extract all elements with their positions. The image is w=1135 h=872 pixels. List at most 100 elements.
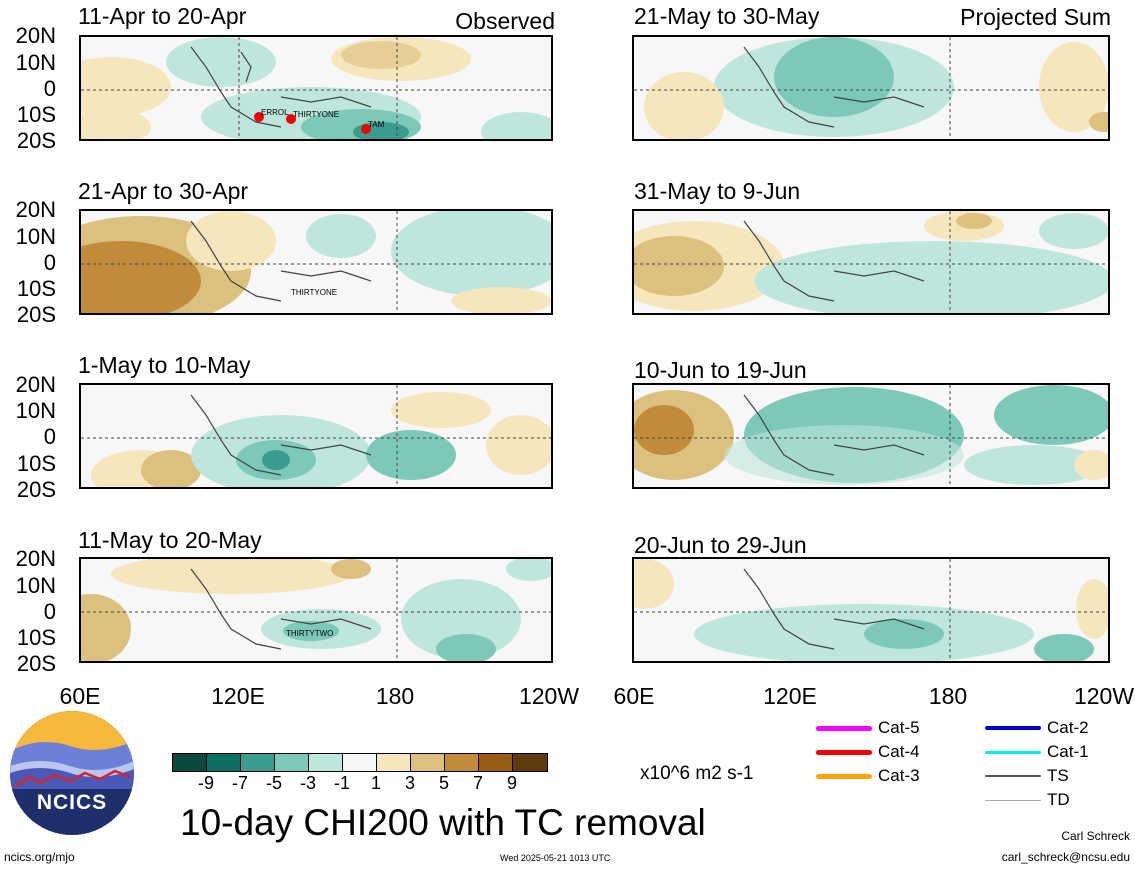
panel-1-title: 11-Apr to 20-Apr [78,3,247,29]
ncics-logo: NCICS [10,711,134,835]
map-panel-5 [632,35,1110,141]
colorbar-tick: -9 [197,773,215,793]
map-panel-8 [632,557,1110,663]
map-panel-6 [632,209,1110,315]
map-panel-7 [632,383,1110,489]
author-email[interactable]: carl_schreck@ncsu.edu [1001,850,1130,864]
colorbar-swatch [513,754,547,771]
lat-10s: 10S [16,625,56,650]
storm-label: ERROL [261,108,289,117]
colorbar-swatch [241,754,275,771]
logo-text: NCICS [36,791,108,814]
colorbar-tick: -7 [231,773,249,793]
map-panel-1: ERROL THIRTYONE TAM [79,35,553,141]
lat-20s: 20S [16,651,56,676]
legend-label: Cat-4 [878,742,920,761]
panel-7-title: 10-Jun to 19-Jun [634,357,807,383]
storm-label: TAM [368,120,385,129]
lon-120e: 120E [211,683,265,709]
legend-cat5: Cat-5 [816,718,920,738]
colorbar-swatch [309,754,343,771]
lat-20n: 20N [15,197,56,222]
panel-5-title: 21-May to 30-May [634,3,820,29]
projected-sum-label: Projected Sum [960,4,1111,30]
lat-20s: 20S [16,302,56,327]
site-link[interactable]: ncics.org/mjo [4,850,75,864]
colorbar-units: x10^6 m2 s-1 [640,763,754,784]
panel-4-title: 11-May to 20-May [78,527,262,553]
legend-swatch [985,775,1041,777]
lat-20s: 20S [16,128,56,153]
colorbar-swatch [377,754,411,771]
lat-10s: 10S [16,102,56,127]
colorbar-swatch [479,754,513,771]
legend-td: TD [985,790,1070,810]
colorbar-swatch [343,754,377,771]
legend-label: Cat-1 [1047,742,1089,761]
lat-10n: 10N [15,573,56,598]
legend-swatch [816,749,872,755]
legend-swatch [985,726,1041,730]
map-panel-4: THIRTYTWO [79,557,553,663]
map-panel-3 [79,383,553,489]
colorbar-tick: 7 [472,773,484,793]
storm-label: THIRTYONE [291,288,337,297]
panel-2-title: 21-Apr to 30-Apr [78,178,249,204]
lat-0: 0 [43,76,56,101]
legend-cat4: Cat-4 [816,742,920,762]
legend-ts: TS [985,766,1069,786]
lat-10s: 10S [16,451,56,476]
storm-label: THIRTYTWO [286,629,333,638]
lon-60e: 60E [613,683,655,709]
lon-60e: 60E [59,683,101,709]
lat-0: 0 [43,424,56,449]
lat-20n: 20N [15,23,56,48]
colorbar-swatch [411,754,445,771]
lat-20n: 20N [15,372,56,397]
panel-3-title: 1-May to 10-May [78,352,251,378]
lat-20n: 20N [15,546,56,571]
panel-6-title: 31-May to 9-Jun [634,178,801,204]
legend-swatch [816,773,872,779]
lat-10s: 10S [16,276,56,301]
legend-label: Cat-5 [878,718,920,737]
colorbar-swatch [445,754,479,771]
colorbar-tick: -1 [333,773,351,793]
lon-120w: 120W [1073,683,1135,709]
colorbar-swatch [173,754,207,771]
lat-10n: 10N [15,50,56,75]
panel-8-title: 20-Jun to 29-Jun [634,532,807,558]
lat-10n: 10N [15,224,56,249]
legend-label: Cat-3 [878,766,920,785]
lat-0: 0 [43,250,56,275]
lat-10n: 10N [15,398,56,423]
colorbar-tick: -5 [265,773,283,793]
lon-120e: 120E [763,683,817,709]
legend-swatch [985,799,1041,801]
legend-cat1: Cat-1 [985,742,1089,762]
legend-label: TD [1047,790,1070,809]
colorbar [172,753,548,772]
legend-swatch [985,750,1041,754]
timestamp: Wed 2025-05-21 1013 UTC [500,853,611,863]
storm-label: THIRTYONE [293,110,339,119]
legend-swatch [816,725,872,731]
colorbar-tick: 3 [404,773,416,793]
legend-cat2: Cat-2 [985,718,1089,738]
main-title: 10-day CHI200 with TC removal [180,802,706,843]
colorbar-swatch [207,754,241,771]
map-panel-2: THIRTYONE [79,209,553,315]
colorbar-tick: 5 [438,773,450,793]
legend-label: Cat-2 [1047,718,1089,737]
legend-label: TS [1047,766,1069,785]
author-name: Carl Schreck [1061,829,1130,843]
lon-180: 180 [375,683,415,709]
lon-180: 180 [928,683,968,709]
lat-0: 0 [43,599,56,624]
colorbar-tick: 9 [506,773,518,793]
colorbar-swatch [275,754,309,771]
colorbar-tick: 1 [370,773,382,793]
observed-label: Observed [455,8,555,34]
lon-120w: 120W [518,683,580,709]
colorbar-tick: -3 [299,773,317,793]
